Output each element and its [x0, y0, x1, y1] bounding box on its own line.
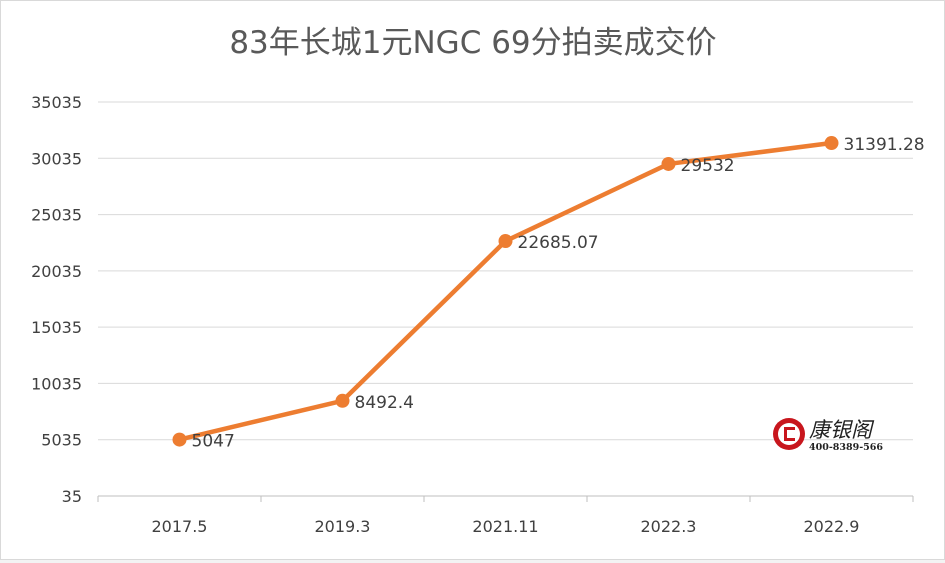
x-tick-label: 2022.9	[804, 517, 860, 536]
gridlines	[98, 101, 913, 441]
y-tick-label: 30035	[31, 149, 82, 168]
y-tick-label: 15035	[31, 318, 82, 337]
series-line	[177, 140, 834, 442]
data-point	[172, 432, 187, 447]
logo-glyph	[784, 427, 795, 441]
y-tick-label: 35035	[31, 93, 82, 112]
y-tick-label: 20035	[31, 262, 82, 281]
x-tick-label: 2019.3	[315, 517, 371, 536]
y-tick-label: 5035	[41, 431, 82, 450]
x-axis: 2017.5 2019.3 2021.11 2022.3 2022.9	[97, 495, 914, 536]
series-line-group	[172, 136, 839, 447]
data-point	[661, 156, 676, 171]
watermark-phone: 400-8389-566	[809, 442, 883, 453]
x-tick-label: 2021.11	[472, 517, 538, 536]
data-point	[498, 234, 513, 249]
data-label: 31391.28	[844, 135, 925, 155]
y-axis-tick-labels: 35 5035 10035 15035 20035 25035 30035 35035	[31, 93, 82, 506]
chart-title: 83年长城1元NGC 69分拍卖成交价	[229, 25, 716, 61]
data-point	[824, 136, 839, 151]
data-label: 8492.4	[355, 393, 414, 413]
data-label: 29532	[681, 156, 735, 176]
data-point	[335, 393, 350, 408]
watermark-logo: 康银阁 400-8389-566	[773, 418, 883, 453]
data-label: 5047	[192, 432, 235, 452]
data-labels: 5047 8492.4 22685.07 29532 31391.28	[192, 135, 925, 452]
logo-inner	[778, 423, 800, 445]
x-tick-label: 2022.3	[641, 517, 697, 536]
x-tick-label: 2017.5	[152, 517, 208, 536]
data-label: 22685.07	[518, 233, 599, 253]
watermark-name: 康银阁	[809, 418, 875, 442]
y-tick-label: 35	[62, 487, 82, 506]
y-tick-label: 25035	[31, 206, 82, 225]
y-tick-label: 10035	[31, 374, 82, 393]
